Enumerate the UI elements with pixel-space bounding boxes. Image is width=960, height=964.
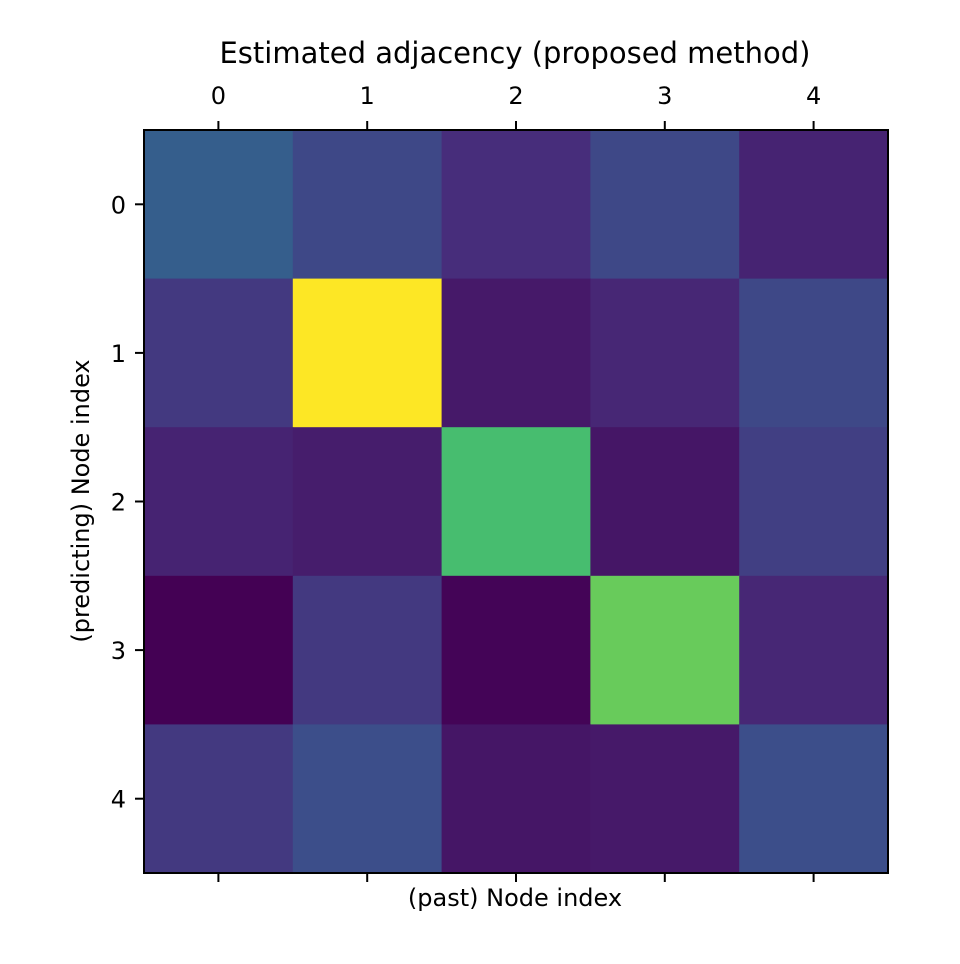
heatmap-cells bbox=[144, 130, 889, 874]
x-tick-label-3: 3 bbox=[657, 82, 672, 110]
heatmap-cell-r0-c0 bbox=[144, 130, 294, 280]
heatmap-cell-r0-c4 bbox=[739, 130, 889, 280]
heatmap-cell-r2-c3 bbox=[590, 427, 740, 577]
y-tick-label-3: 3 bbox=[111, 637, 126, 665]
x-tick-label-1: 1 bbox=[360, 82, 375, 110]
heatmap-cell-r3-c2 bbox=[441, 575, 591, 725]
heatmap-cell-r2-c4 bbox=[739, 427, 889, 577]
y-tick-label-0: 0 bbox=[111, 191, 126, 219]
x-tick-label-2: 2 bbox=[508, 82, 523, 110]
heatmap-cell-r0-c1 bbox=[292, 130, 443, 280]
heatmap-cell-r1-c0 bbox=[144, 278, 294, 428]
y-tick-label-2: 2 bbox=[111, 489, 126, 517]
y-axis-label: (predicting) Node index bbox=[67, 359, 95, 642]
heatmap-cell-r1-c4 bbox=[739, 278, 889, 428]
heatmap-cell-r3-c0 bbox=[144, 575, 294, 725]
heatmap-cell-r3-c4 bbox=[739, 575, 889, 725]
heatmap-cell-r4-c0 bbox=[144, 724, 294, 874]
heatmap-cell-r4-c4 bbox=[739, 724, 889, 874]
heatmap-cell-r2-c0 bbox=[144, 427, 294, 577]
x-tick-label-4: 4 bbox=[806, 82, 821, 110]
axis-ticks: 0 1 2 3 4 0 1 2 3 4 bbox=[111, 82, 821, 882]
heatmap-cell-r1-c1 bbox=[292, 278, 443, 428]
x-axis-label: (past) Node index bbox=[408, 884, 622, 912]
x-tick-label-0: 0 bbox=[211, 82, 226, 110]
heatmap-cell-r2-c2 bbox=[441, 427, 591, 577]
y-tick-label-1: 1 bbox=[111, 340, 126, 368]
chart-title: Estimated adjacency (proposed method) bbox=[219, 36, 810, 70]
heatmap-cell-r4-c1 bbox=[292, 724, 443, 874]
heatmap-cell-r0-c2 bbox=[441, 130, 591, 280]
heatmap-cell-r4-c2 bbox=[441, 724, 591, 874]
plot-frame bbox=[143, 129, 889, 874]
heatmap-cell-r3-c1 bbox=[292, 575, 443, 725]
heatmap-cell-r0-c3 bbox=[590, 130, 740, 280]
heatmap-cell-r2-c1 bbox=[292, 427, 443, 577]
heatmap-cell-r3-c3 bbox=[590, 575, 740, 725]
heatmap-cell-r4-c3 bbox=[590, 724, 740, 874]
heatmap-cell-r1-c2 bbox=[441, 278, 591, 428]
heatmap-cell-r1-c3 bbox=[590, 278, 740, 428]
y-tick-label-4: 4 bbox=[111, 786, 126, 814]
